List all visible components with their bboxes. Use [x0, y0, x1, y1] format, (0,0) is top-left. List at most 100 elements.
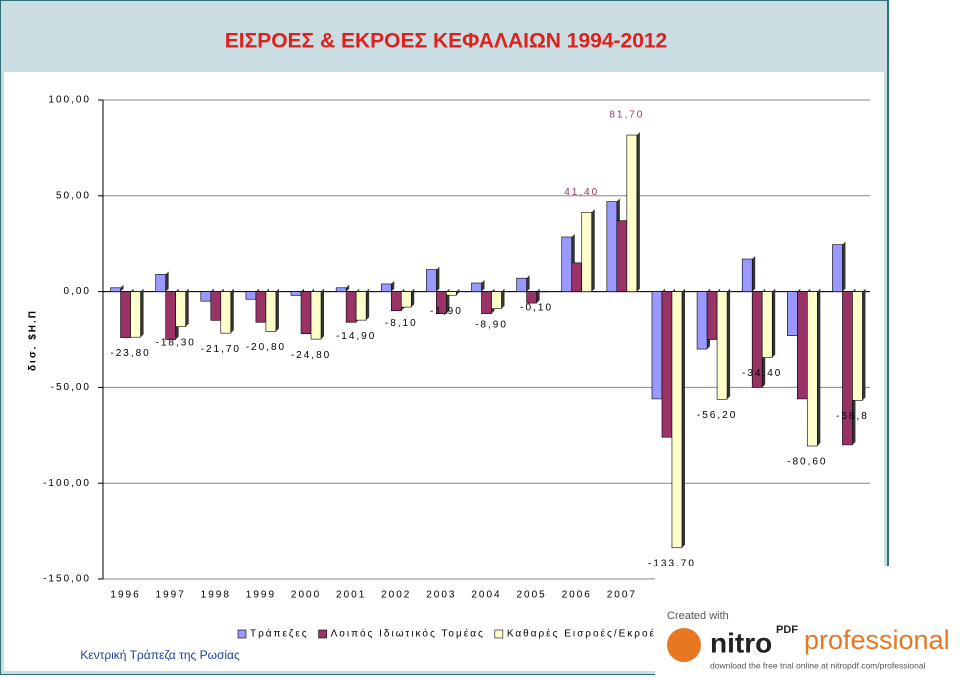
bar-side	[411, 289, 414, 308]
x-tick-label: 1996	[110, 590, 140, 601]
y-tick-label: 50,00	[56, 190, 91, 201]
x-tick-label: 2001	[336, 590, 366, 601]
bar	[797, 292, 807, 399]
y-tick-label: 0,00	[64, 286, 91, 297]
bar-side	[141, 289, 144, 338]
bar	[807, 292, 817, 446]
bar	[426, 270, 436, 292]
bar	[672, 292, 682, 548]
data-label: -23,80	[110, 348, 150, 359]
x-tick-label: 1999	[246, 590, 276, 601]
x-tick-label: 2002	[381, 590, 411, 601]
bar	[832, 245, 842, 292]
bar	[517, 278, 527, 291]
bar-side	[842, 242, 845, 292]
bar	[662, 292, 672, 438]
bar-side	[436, 267, 439, 292]
bar	[336, 288, 346, 292]
bar-side	[727, 289, 730, 400]
bar	[617, 221, 627, 292]
y-tick-label: -50,00	[51, 382, 91, 393]
x-tick-label: 1997	[156, 590, 186, 601]
legend-swatch	[319, 630, 327, 638]
legend-swatch	[495, 630, 503, 638]
bar-side	[166, 271, 169, 291]
bar	[266, 292, 276, 332]
x-tick-label: 2004	[471, 590, 501, 601]
legend-label: Τράπεζες	[250, 628, 309, 640]
watermark-product: professional	[804, 625, 950, 655]
data-label: -56,20	[697, 410, 737, 421]
bar	[717, 292, 727, 400]
y-axis-title: δισ. $Η.Π	[28, 309, 39, 371]
bar-side	[321, 289, 324, 340]
bar-side	[592, 209, 595, 291]
data-label: -8,90	[475, 319, 508, 330]
bar	[211, 292, 221, 321]
y-tick-label: -100,00	[43, 478, 91, 489]
bar	[311, 292, 321, 340]
bar	[346, 292, 356, 323]
bar	[852, 292, 862, 401]
data-label: -21,70	[201, 344, 241, 355]
source: Κεντρική Τράπεζα της Ρωσίας	[80, 648, 240, 662]
data-label: -18,30	[155, 337, 195, 348]
bar	[652, 292, 662, 399]
bar	[787, 292, 797, 336]
bar-side	[186, 289, 189, 327]
bar	[562, 237, 572, 292]
bar	[492, 292, 502, 309]
bar	[201, 292, 211, 302]
legend-label: Λοιπός Ιδιωτικός Τομέας	[331, 628, 485, 640]
bar	[742, 259, 752, 292]
bar	[256, 292, 266, 323]
data-label: 81,70	[609, 110, 644, 121]
x-tick-label: 2007	[607, 590, 637, 601]
data-label: -1,90	[430, 306, 463, 317]
data-label: -0,10	[520, 302, 553, 313]
y-tick-label: -150,00	[43, 574, 91, 585]
watermark-brand-sup: PDF	[776, 624, 798, 636]
watermark-text: Created with	[667, 610, 729, 622]
bar	[176, 292, 186, 327]
data-label: -34,40	[742, 368, 782, 379]
bar	[301, 292, 311, 334]
data-label: -24,80	[291, 350, 331, 361]
bar	[527, 292, 537, 303]
bar	[762, 292, 772, 358]
bar	[697, 292, 707, 349]
watermark-brand: nitro	[710, 627, 772, 658]
bar	[166, 292, 176, 340]
bar	[391, 292, 401, 311]
bar	[246, 292, 256, 300]
bar	[291, 292, 301, 296]
data-label: -8,10	[385, 318, 418, 329]
data-label: -14,90	[336, 331, 376, 342]
y-tick-label: 100,00	[48, 95, 91, 106]
x-tick-label: 2005	[516, 590, 546, 601]
watermark-text: download the free trial online at nitrop…	[710, 660, 926, 670]
bar	[482, 292, 492, 314]
bar	[572, 263, 582, 292]
bar-side	[366, 289, 369, 321]
x-tick-label: 2000	[291, 590, 321, 601]
bar	[582, 212, 592, 291]
data-label: -56,8	[836, 411, 869, 422]
bar-side	[502, 289, 505, 309]
x-tick-label: 2006	[562, 590, 592, 601]
watermark: Created with nitro PDF professional down…	[655, 566, 960, 675]
data-label: -20,80	[246, 342, 286, 353]
bar-side	[637, 132, 640, 292]
bar-side	[682, 289, 685, 548]
bar	[627, 135, 637, 292]
bar	[607, 202, 617, 292]
data-label: 41,40	[564, 187, 599, 198]
bar-side	[862, 289, 865, 401]
bar	[121, 292, 131, 338]
x-tick-label: 1998	[201, 590, 231, 601]
bar	[707, 292, 717, 340]
data-label: -80,60	[787, 457, 827, 468]
bar	[381, 284, 391, 292]
bar-side	[276, 289, 279, 332]
